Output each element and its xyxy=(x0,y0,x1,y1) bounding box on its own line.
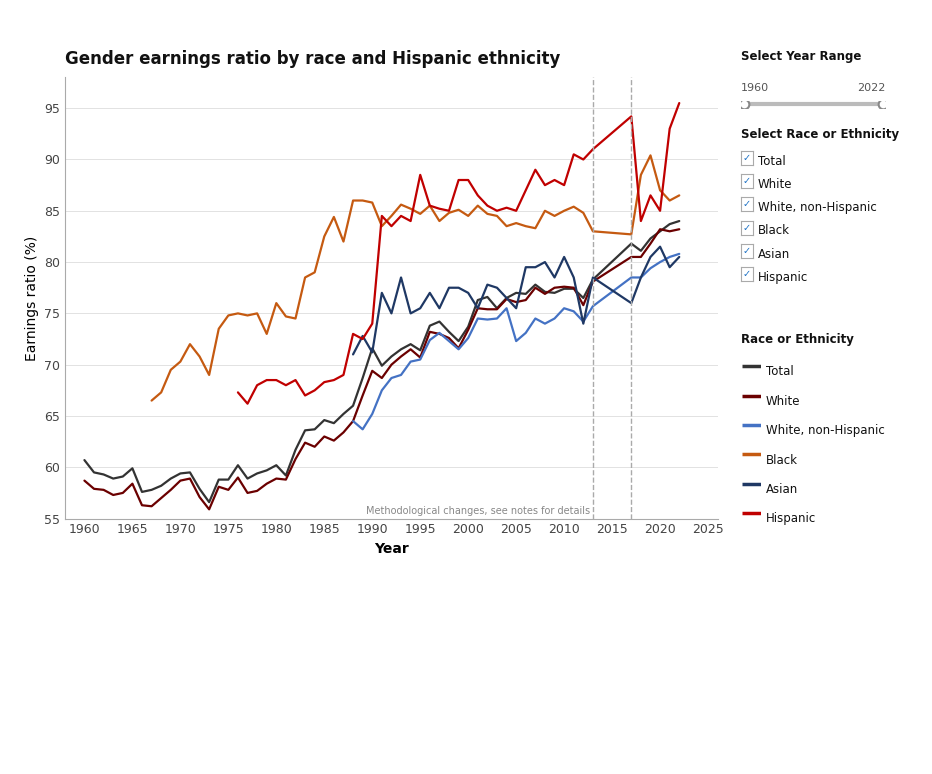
Text: ✓: ✓ xyxy=(743,223,751,232)
Text: Asian: Asian xyxy=(758,248,790,261)
Text: White, non-Hispanic: White, non-Hispanic xyxy=(758,201,876,214)
Text: ✓: ✓ xyxy=(743,269,751,279)
Text: ✓: ✓ xyxy=(743,246,751,255)
Text: Methodological changes, see notes for details: Methodological changes, see notes for de… xyxy=(366,505,590,515)
Text: 1960: 1960 xyxy=(741,83,769,93)
Text: Asian: Asian xyxy=(766,483,799,496)
Text: ✓: ✓ xyxy=(743,153,751,163)
Text: ✓: ✓ xyxy=(743,200,751,209)
Text: Hispanic: Hispanic xyxy=(758,271,808,284)
Text: Hispanic: Hispanic xyxy=(766,512,816,526)
Text: Black: Black xyxy=(766,454,798,467)
Text: White: White xyxy=(758,178,792,191)
Text: Select Race or Ethnicity: Select Race or Ethnicity xyxy=(741,128,899,141)
Text: White: White xyxy=(766,395,801,408)
Text: ✓: ✓ xyxy=(743,176,751,186)
Text: Select Year Range: Select Year Range xyxy=(741,50,861,63)
Text: White, non-Hispanic: White, non-Hispanic xyxy=(766,424,884,437)
Y-axis label: Earnings ratio (%): Earnings ratio (%) xyxy=(25,235,39,361)
Text: 2022: 2022 xyxy=(857,83,885,93)
Text: Race or Ethnicity: Race or Ethnicity xyxy=(741,333,854,346)
X-axis label: Year: Year xyxy=(374,542,409,556)
Text: Total: Total xyxy=(758,155,786,168)
Text: Black: Black xyxy=(758,224,789,238)
Text: Gender earnings ratio by race and Hispanic ethnicity: Gender earnings ratio by race and Hispan… xyxy=(65,50,561,68)
Text: Total: Total xyxy=(766,365,794,378)
